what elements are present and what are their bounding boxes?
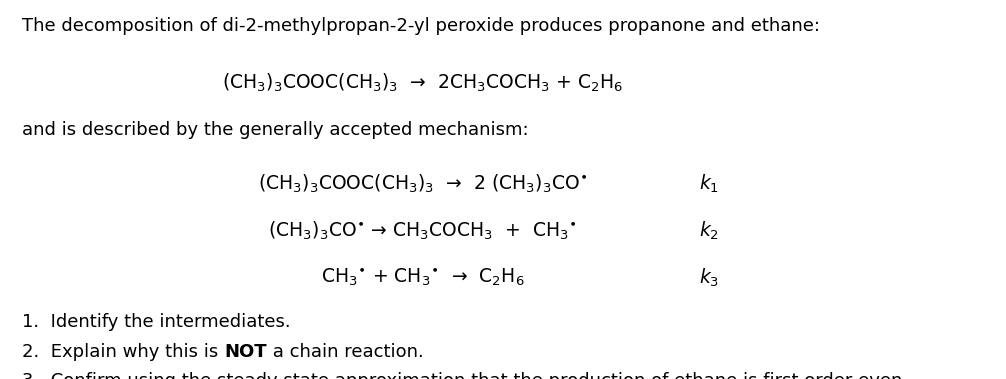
Text: $k_1$: $k_1$ (699, 172, 719, 195)
Text: $k_3$: $k_3$ (699, 267, 719, 290)
Text: and is described by the generally accepted mechanism:: and is described by the generally accept… (22, 121, 529, 139)
Text: $k_2$: $k_2$ (699, 220, 719, 242)
Text: (CH$_3$)$_3$COOC(CH$_3$)$_3$  →  2CH$_3$COCH$_3$ + C$_2$H$_6$: (CH$_3$)$_3$COOC(CH$_3$)$_3$ → 2CH$_3$CO… (222, 72, 623, 94)
Text: (CH$_3$)$_3$COOC(CH$_3$)$_3$  →  2 (CH$_3$)$_3$CO$^{\bullet}$: (CH$_3$)$_3$COOC(CH$_3$)$_3$ → 2 (CH$_3$… (258, 172, 588, 195)
Text: NOT: NOT (224, 343, 267, 361)
Text: CH$_3$$^{\bullet}$ + CH$_3$$^{\bullet}$  →  C$_2$H$_6$: CH$_3$$^{\bullet}$ + CH$_3$$^{\bullet}$ … (321, 267, 524, 288)
Text: 2.  Explain why this is: 2. Explain why this is (22, 343, 224, 361)
Text: 1.  Identify the intermediates.: 1. Identify the intermediates. (22, 313, 291, 330)
Text: 3.  Confirm using the steady state approximation that the production of ethane i: 3. Confirm using the steady state approx… (22, 372, 902, 379)
Text: a chain reaction.: a chain reaction. (267, 343, 424, 361)
Text: (CH$_3$)$_3$CO$^{\bullet}$ → CH$_3$COCH$_3$  +  CH$_3$$^{\bullet}$: (CH$_3$)$_3$CO$^{\bullet}$ → CH$_3$COCH$… (268, 220, 577, 242)
Text: The decomposition of di-2-methylpropan-2-yl peroxide produces propanone and etha: The decomposition of di-2-methylpropan-2… (22, 17, 820, 35)
